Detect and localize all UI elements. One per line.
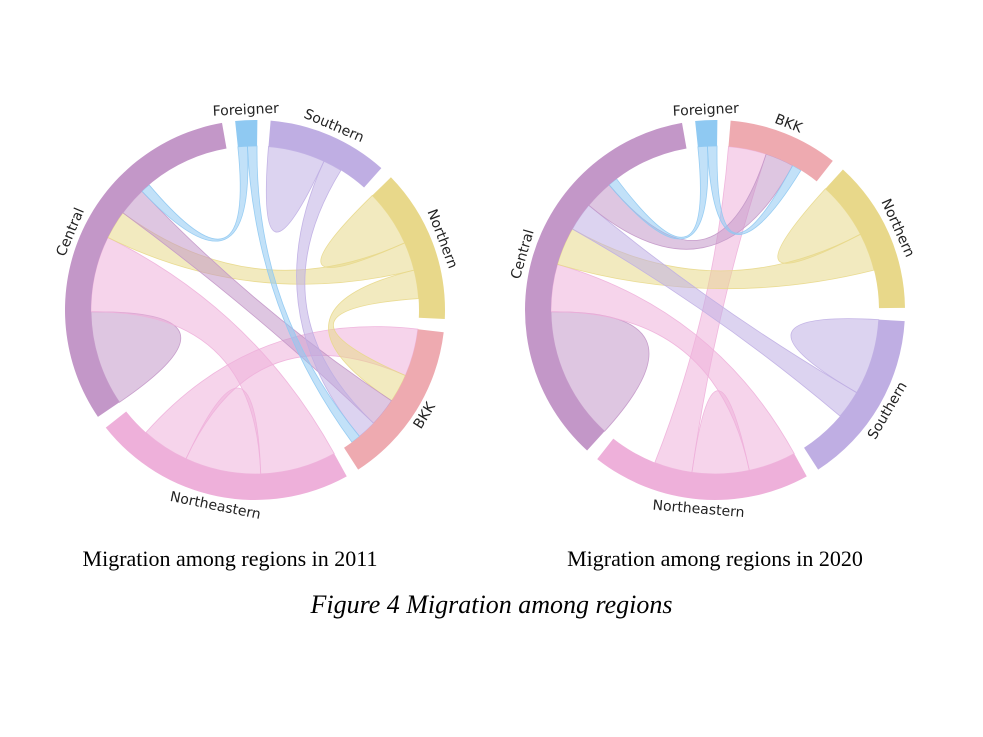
ribbon-southern-to-bkk xyxy=(296,160,375,437)
caption-2020: Migration among regions in 2020 xyxy=(567,546,863,571)
ribbon-northern-to-central xyxy=(556,228,875,290)
arc-bkk xyxy=(344,329,444,470)
figure-title: Figure 4 Migration among regions xyxy=(310,590,673,619)
ribbon-foreigner-to-bkk xyxy=(707,145,802,235)
arc-northeastern xyxy=(597,438,807,500)
ribbon-northeastern-to-northeastern xyxy=(691,390,750,475)
arc-southern xyxy=(268,120,382,188)
arc-northern xyxy=(825,169,905,309)
ribbon-foreigner-to-central xyxy=(141,145,249,242)
ribbon-northeastern-to-bkk xyxy=(145,326,419,460)
arc-southern xyxy=(804,319,905,470)
label-northeastern: Northeastern xyxy=(652,498,745,520)
arc-foreigner xyxy=(695,120,718,147)
arc-central xyxy=(65,122,227,417)
arc-northeastern xyxy=(105,411,347,500)
label-foreigner: Foreigner xyxy=(212,101,279,120)
label-foreigner: Foreigner xyxy=(672,101,739,120)
ribbon-southern-to-southern xyxy=(265,146,325,233)
arc-northern xyxy=(372,177,445,320)
ribbon-foreigner-to-central xyxy=(608,145,709,240)
ribbon-southern-to-southern xyxy=(790,318,880,394)
arc-bkk xyxy=(728,120,833,182)
arc-foreigner xyxy=(235,120,258,147)
chord-diagram-2020: ForeignerBKKNorthernSouthernNortheastern… xyxy=(508,101,917,520)
caption-2011: Migration among regions in 2011 xyxy=(82,546,378,571)
chord-diagram-2011: Foreigner SouthernNorthernBKKNortheastern… xyxy=(53,101,460,520)
arc-central xyxy=(525,122,687,451)
